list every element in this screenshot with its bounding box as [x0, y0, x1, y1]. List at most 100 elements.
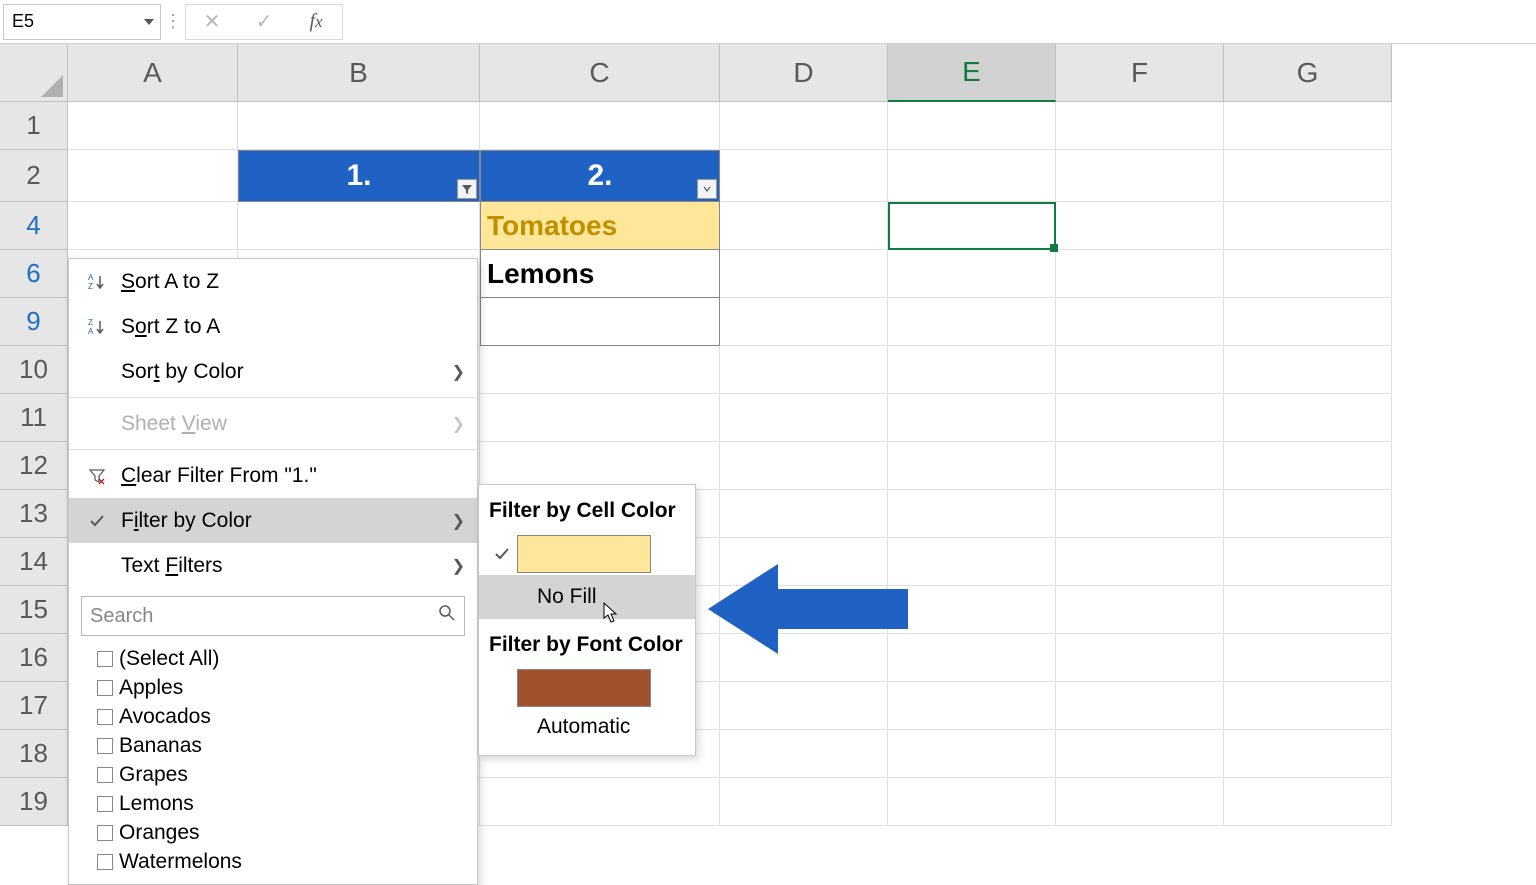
- filter-value-item[interactable]: Apples: [97, 673, 465, 702]
- cell[interactable]: [1056, 490, 1224, 538]
- table-header-2[interactable]: 2.: [480, 150, 720, 202]
- cell[interactable]: [888, 730, 1056, 778]
- cell[interactable]: [1224, 394, 1392, 442]
- checkbox[interactable]: [97, 796, 113, 812]
- checkbox[interactable]: [97, 767, 113, 783]
- cell[interactable]: [68, 150, 238, 202]
- column-header-B[interactable]: B: [238, 44, 480, 102]
- insert-function-button[interactable]: fx: [290, 4, 342, 40]
- filter-value-item[interactable]: Watermelons: [97, 847, 465, 876]
- cell[interactable]: [1056, 102, 1224, 150]
- cell[interactable]: [480, 102, 720, 150]
- column-header-A[interactable]: A: [68, 44, 238, 102]
- cell[interactable]: [1224, 150, 1392, 202]
- cell[interactable]: [1224, 634, 1392, 682]
- filter-value-item[interactable]: Avocados: [97, 702, 465, 731]
- filter-value-item[interactable]: Lemons: [97, 789, 465, 818]
- cell[interactable]: [1224, 778, 1392, 826]
- cell[interactable]: [888, 298, 1056, 346]
- cell[interactable]: [720, 394, 888, 442]
- cell[interactable]: [1056, 442, 1224, 490]
- cell[interactable]: [720, 250, 888, 298]
- row-header-12[interactable]: 12: [0, 442, 68, 490]
- column-header-D[interactable]: D: [720, 44, 888, 102]
- filter-button-col2[interactable]: [697, 179, 717, 199]
- cell[interactable]: [1056, 250, 1224, 298]
- row-header-17[interactable]: 17: [0, 682, 68, 730]
- cell[interactable]: [68, 102, 238, 150]
- no-fill-option[interactable]: No Fill: [479, 575, 695, 619]
- row-header-16[interactable]: 16: [0, 634, 68, 682]
- cell[interactable]: [720, 682, 888, 730]
- cell[interactable]: [1224, 346, 1392, 394]
- cell[interactable]: [720, 202, 888, 250]
- filter-button-col1[interactable]: [457, 179, 477, 199]
- checkbox[interactable]: [97, 738, 113, 754]
- cell[interactable]: [1224, 682, 1392, 730]
- cell[interactable]: [888, 150, 1056, 202]
- checkbox[interactable]: [97, 680, 113, 696]
- row-header-2[interactable]: 2: [0, 150, 68, 202]
- cell-color-option[interactable]: [483, 533, 691, 575]
- name-box-dropdown-icon[interactable]: [144, 19, 154, 25]
- clear-filter-item[interactable]: Clear Filter From "1.": [69, 453, 477, 498]
- cell[interactable]: [1056, 150, 1224, 202]
- cell[interactable]: [720, 490, 888, 538]
- cell[interactable]: [888, 490, 1056, 538]
- cell[interactable]: [1224, 298, 1392, 346]
- cell[interactable]: [68, 202, 238, 250]
- filter-value-item[interactable]: Oranges: [97, 818, 465, 847]
- cell[interactable]: [480, 778, 720, 826]
- checkbox[interactable]: [97, 709, 113, 725]
- table-header-1[interactable]: 1.: [238, 150, 480, 202]
- table-data-cell[interactable]: Lemons: [480, 250, 720, 298]
- cell[interactable]: [238, 102, 480, 150]
- cell[interactable]: [480, 394, 720, 442]
- row-header-15[interactable]: 15: [0, 586, 68, 634]
- cell[interactable]: [888, 394, 1056, 442]
- cell[interactable]: [888, 778, 1056, 826]
- cell[interactable]: [888, 250, 1056, 298]
- cell[interactable]: [888, 682, 1056, 730]
- cell[interactable]: [720, 442, 888, 490]
- cell[interactable]: [1056, 298, 1224, 346]
- row-header-4[interactable]: 4: [0, 202, 68, 250]
- cell[interactable]: [888, 202, 1056, 250]
- cell[interactable]: [888, 442, 1056, 490]
- column-header-C[interactable]: C: [480, 44, 720, 102]
- row-header-1[interactable]: 1: [0, 102, 68, 150]
- row-header-13[interactable]: 13: [0, 490, 68, 538]
- row-header-10[interactable]: 10: [0, 346, 68, 394]
- cell[interactable]: [1224, 250, 1392, 298]
- cell[interactable]: [1056, 538, 1224, 586]
- formula-input[interactable]: [349, 4, 1536, 40]
- column-header-F[interactable]: F: [1056, 44, 1224, 102]
- text-filters-item[interactable]: Text Filters ❯: [69, 543, 477, 588]
- cell[interactable]: [480, 442, 720, 490]
- sort-za-item[interactable]: ZA Sort Z to A: [69, 304, 477, 349]
- filter-search-input[interactable]: Search: [81, 596, 465, 636]
- select-all-corner[interactable]: [0, 44, 68, 102]
- cell[interactable]: [238, 202, 480, 250]
- cell[interactable]: [720, 778, 888, 826]
- accept-formula-button[interactable]: ✓: [238, 4, 290, 40]
- cell[interactable]: [720, 102, 888, 150]
- cell[interactable]: [720, 298, 888, 346]
- cell[interactable]: [888, 346, 1056, 394]
- cell[interactable]: [1056, 634, 1224, 682]
- cell[interactable]: [1056, 346, 1224, 394]
- table-data-cell[interactable]: Tomatoes: [480, 202, 720, 250]
- row-header-14[interactable]: 14: [0, 538, 68, 586]
- filter-by-color-item[interactable]: Filter by Color ❯: [69, 498, 477, 543]
- sort-az-item[interactable]: AZ Sort A to Z: [69, 259, 477, 304]
- row-header-9[interactable]: 9: [0, 298, 68, 346]
- row-header-11[interactable]: 11: [0, 394, 68, 442]
- filter-value-item[interactable]: Grapes: [97, 760, 465, 789]
- cell[interactable]: [1056, 394, 1224, 442]
- column-header-E[interactable]: E: [888, 44, 1056, 102]
- cell[interactable]: [1224, 442, 1392, 490]
- cell[interactable]: [1056, 586, 1224, 634]
- cell[interactable]: [1224, 490, 1392, 538]
- cell[interactable]: [1224, 102, 1392, 150]
- sort-by-color-item[interactable]: Sort by Color ❯: [69, 349, 477, 394]
